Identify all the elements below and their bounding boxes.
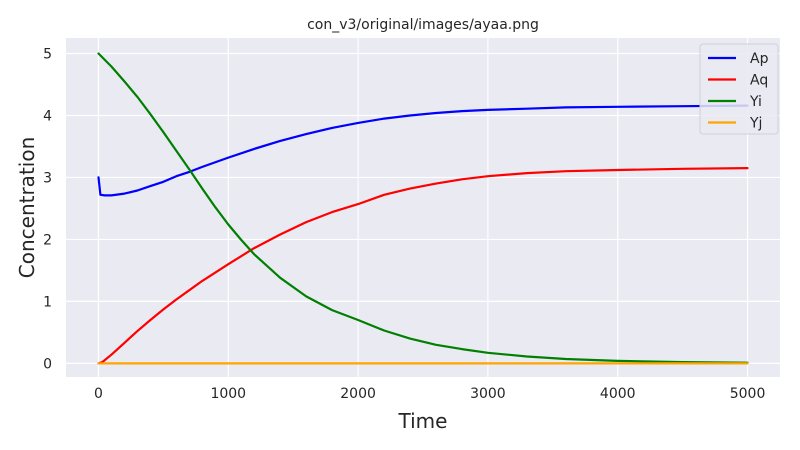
series-lines <box>97 52 749 365</box>
y-tick-label: 1 <box>43 294 52 310</box>
y-tick-label: 2 <box>43 232 52 248</box>
x-tick-label: 4000 <box>600 386 636 402</box>
legend-label-yi: Yi <box>749 94 762 110</box>
tick-labels: 0 1000 2000 3000 4000 5000 0 1 2 3 4 5 <box>43 46 765 402</box>
legend: Ap Aq Yi Yj <box>699 43 779 135</box>
legend-label-ap: Ap <box>750 51 769 67</box>
x-tick-label: 2000 <box>340 386 376 402</box>
y-tick-label: 5 <box>43 46 52 62</box>
x-tick-label: 3000 <box>470 386 506 402</box>
series-line-ap <box>97 104 749 197</box>
legend-label-yj: Yj <box>749 116 762 132</box>
series-line-aq <box>97 167 749 365</box>
x-tick-label: 1000 <box>210 386 246 402</box>
y-axis-label: Concentration <box>15 137 39 278</box>
plot-area <box>66 38 780 377</box>
legend-box <box>699 43 779 135</box>
x-tick-label: 0 <box>94 386 103 402</box>
series-line-yi <box>97 52 749 364</box>
chart-title: con_v3/original/images/ayaa.png <box>307 17 539 33</box>
y-tick-label: 3 <box>43 170 52 186</box>
x-axis-label: Time <box>398 409 448 433</box>
y-tick-label: 0 <box>43 356 52 372</box>
y-tick-label: 4 <box>43 108 52 124</box>
x-tick-label: 5000 <box>730 386 766 402</box>
legend-label-aq: Aq <box>750 73 768 89</box>
